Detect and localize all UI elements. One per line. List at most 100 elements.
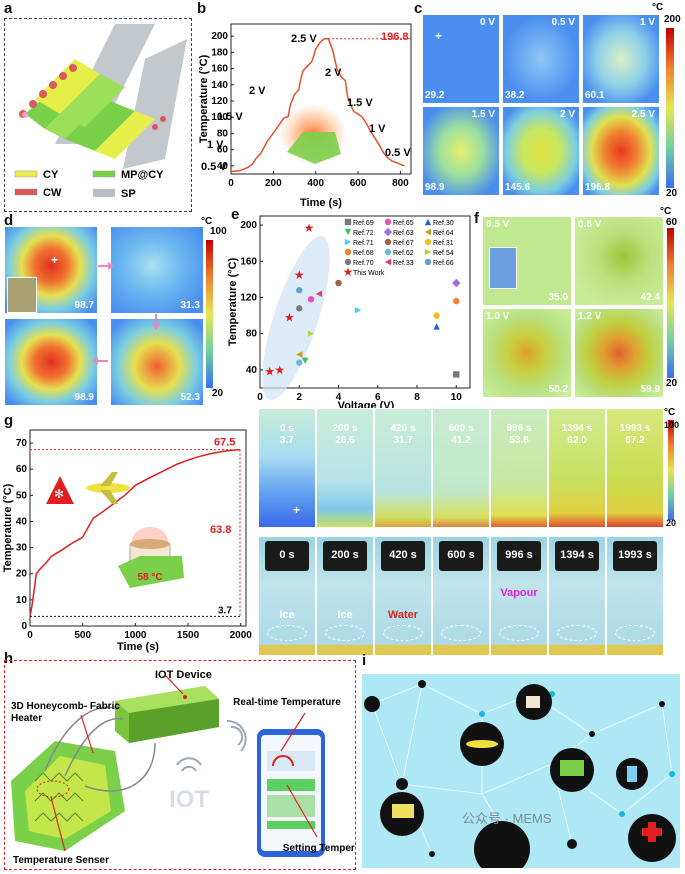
scatter-point (307, 330, 315, 337)
time-label: 420 s (389, 549, 417, 561)
temp-label: 31.3 (180, 300, 200, 311)
scatter-point (344, 228, 352, 236)
panel-c: 0 V + 29.2 0.5 V 38.2 1 V 60.1 1.5 V 98.… (422, 14, 662, 196)
ir-tile-g: 1993 s 67.2 (606, 408, 664, 528)
panel-i: 公众号 · MEMS (362, 674, 680, 868)
ir-tile-d-2: 98.9 (4, 318, 98, 406)
voltage-step-label: 2 V (325, 67, 342, 79)
sample-outline (441, 625, 481, 641)
voltage-step-label: 2.5 V (291, 33, 317, 45)
b-xtick-label: 800 (392, 178, 409, 189)
legend-entry: Ref.68 (353, 250, 374, 257)
colorbar-unit-g: °C (664, 407, 676, 418)
b-ytick-label: 40 (217, 161, 229, 172)
colorbar-min-c: 20 (666, 188, 678, 199)
legend-entry: Ref.54 (433, 250, 454, 257)
voltage-label: 1.0 V (486, 311, 510, 322)
wifi-icon (176, 719, 247, 772)
fabric-illustration: CY MP@CY CW SP (14, 24, 187, 200)
scatter-point (384, 248, 392, 256)
g-ytick-label: 50 (16, 490, 28, 501)
chart-b: 0 200 400 600 800 40 60 80 100 120 140 160 180 200 Ti… (198, 23, 412, 209)
sample-outline (499, 625, 539, 641)
e-xtick-label: 4 (336, 392, 342, 403)
voltage-label: 0.8 V (578, 219, 602, 230)
voltage-label: 1 V (639, 17, 655, 28)
heater-sample-icon (287, 132, 341, 164)
ir-tile-g: 996 s 53.8 (490, 408, 548, 528)
vial-photo: 996 s Vapour (490, 536, 548, 656)
scatter-point (296, 351, 303, 358)
e-ytick-label: 40 (246, 365, 258, 376)
panel-letter-b: b (197, 0, 207, 17)
sample-outline (557, 625, 597, 641)
panel-letter-g: g (4, 412, 14, 429)
colorbar-g (668, 420, 674, 520)
e-xtick-label: 0 (257, 392, 263, 403)
axis-label-x-b: Time (s) (300, 197, 342, 209)
legend-cw: CW (43, 187, 62, 199)
g-xtick-label: 2000 (230, 630, 253, 641)
scatter-point (307, 296, 315, 303)
vial-cap (265, 541, 309, 571)
inset-temp-label: 58 °C (137, 572, 162, 583)
g-ytick-label: 60 (16, 464, 28, 475)
vial-photo: 420 s Water (374, 536, 432, 656)
legend-entry: Ref.33 (393, 260, 414, 267)
scatter-point: ★ (284, 310, 295, 324)
state-annotation: Water (387, 609, 419, 621)
state-annotation: Vapour (500, 587, 538, 599)
colorbar-unit-c: °C (652, 2, 664, 13)
ir-tile-c-5: 2.5 V 196.8 (582, 106, 660, 196)
panel-letter-a: a (4, 0, 13, 17)
snow-cone-icon (46, 476, 74, 504)
vial-cap (323, 541, 367, 571)
panel-d: + 98.7 31.3 98.9 52.3 (4, 226, 214, 406)
time-label: 1394 s (561, 423, 593, 434)
legend-swatch-cw (14, 188, 38, 196)
scatter-point (384, 218, 392, 226)
b-ytick-label: 200 (211, 31, 228, 42)
temp-label: 3.7 (280, 435, 294, 446)
scatter-point (315, 290, 323, 298)
scatter-point (424, 248, 432, 256)
legend-entry: Ref.72 (353, 230, 374, 237)
ir-tile-g: 0 s 3.7 + (258, 408, 316, 528)
ir-tile-f-3: 1.2 V 59.9 (574, 308, 664, 398)
panel-h: IOT IOT Device Real-time Temperature Set… (4, 660, 380, 870)
colorbar-c (666, 28, 674, 188)
legend-entry: Ref.30 (433, 220, 454, 227)
label-temp-sensor: Temperature Senser (13, 855, 109, 866)
time-label: 0 s (280, 423, 294, 434)
label-iot-device: IOT Device (155, 669, 212, 681)
temp-label: 59.9 (640, 384, 660, 395)
ir-tile-c-2: 1 V 60.1 (582, 14, 660, 104)
legend-entry: Ref.63 (393, 230, 414, 237)
g-ytick-label: 20 (16, 569, 28, 580)
label-setting-temp: Setting Temperature (283, 843, 355, 854)
glove-photo-inset (489, 247, 517, 289)
colorbar-unit-f: °C (660, 206, 672, 217)
temp-label: 145.6 (505, 182, 531, 193)
scatter-point: ★ (304, 221, 315, 235)
ir-tile-g: 1394 s 62.0 (548, 408, 606, 528)
b-ytick-label: 180 (211, 47, 228, 58)
chart-g: 0 500 1000 1500 2000 0 10 20 30 40 50 60 70 67.5 63.… (2, 429, 253, 653)
crosshair-icon: + (435, 29, 443, 43)
e-ytick-label: 120 (240, 292, 257, 303)
this-work-highlight (262, 235, 330, 401)
voltage-step-label: 1 V (369, 123, 386, 135)
temp-label: 52.3 (180, 392, 200, 403)
crosshair-icon: + (51, 253, 59, 267)
ir-tile-d-3: 52.3 (110, 318, 204, 406)
g-xtick-label: 1000 (124, 630, 147, 641)
cycle-arrows (92, 262, 160, 365)
voltage-step-label: 2 V (249, 85, 266, 97)
ir-tile-g: 600 s 41.2 (432, 408, 490, 528)
phone-mockup (257, 712, 325, 857)
scatter-point (296, 359, 303, 366)
ir-tile-c-0: 0 V + 29.2 (422, 14, 500, 104)
vial-row-g: 0 s Ice 200 s Ice 420 s Water 600 s 996 s Vapour… (258, 536, 668, 656)
scatter-point (452, 278, 461, 288)
